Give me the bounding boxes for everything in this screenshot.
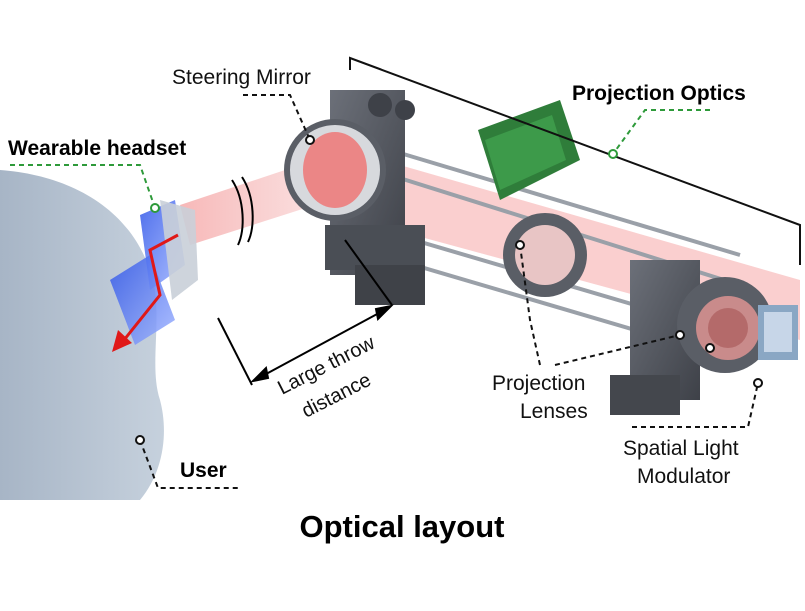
projection-optics-pcb bbox=[478, 100, 580, 200]
label-projection-optics: Projection Optics bbox=[572, 82, 746, 105]
user-head-shape bbox=[0, 170, 164, 500]
label-projection-lenses-1: Projection bbox=[492, 372, 585, 395]
wearable-headset-device bbox=[110, 200, 198, 352]
callout-projection-optics bbox=[612, 109, 710, 155]
slm-assembly bbox=[610, 260, 798, 415]
label-slm-2: Modulator bbox=[637, 465, 730, 488]
label-slm-1: Spatial Light bbox=[623, 437, 739, 460]
callout-projection-lenses bbox=[554, 334, 681, 366]
beam-break-mark bbox=[231, 179, 244, 246]
light-arrow-icon bbox=[112, 330, 132, 352]
beam-break-mark bbox=[241, 176, 254, 243]
throw-distance-dimension bbox=[217, 239, 395, 386]
label-projection-lenses-2: Lenses bbox=[520, 400, 588, 423]
callout-projection-lenses bbox=[519, 244, 541, 366]
beam-to-headset bbox=[180, 165, 315, 245]
steering-mirror-mount bbox=[284, 90, 425, 305]
label-wearable-headset: Wearable headset bbox=[8, 137, 186, 160]
projection-lens-mount bbox=[503, 213, 587, 297]
figure-caption: Optical layout bbox=[300, 509, 505, 544]
label-steering-mirror: Steering Mirror bbox=[172, 66, 311, 89]
projection-optics-bracket bbox=[349, 56, 801, 265]
callout-wearable-headset bbox=[10, 164, 156, 209]
label-user: User bbox=[180, 459, 227, 482]
callout-steering-mirror bbox=[243, 94, 311, 141]
callout-slm bbox=[632, 382, 759, 428]
callout-lines bbox=[10, 94, 763, 489]
